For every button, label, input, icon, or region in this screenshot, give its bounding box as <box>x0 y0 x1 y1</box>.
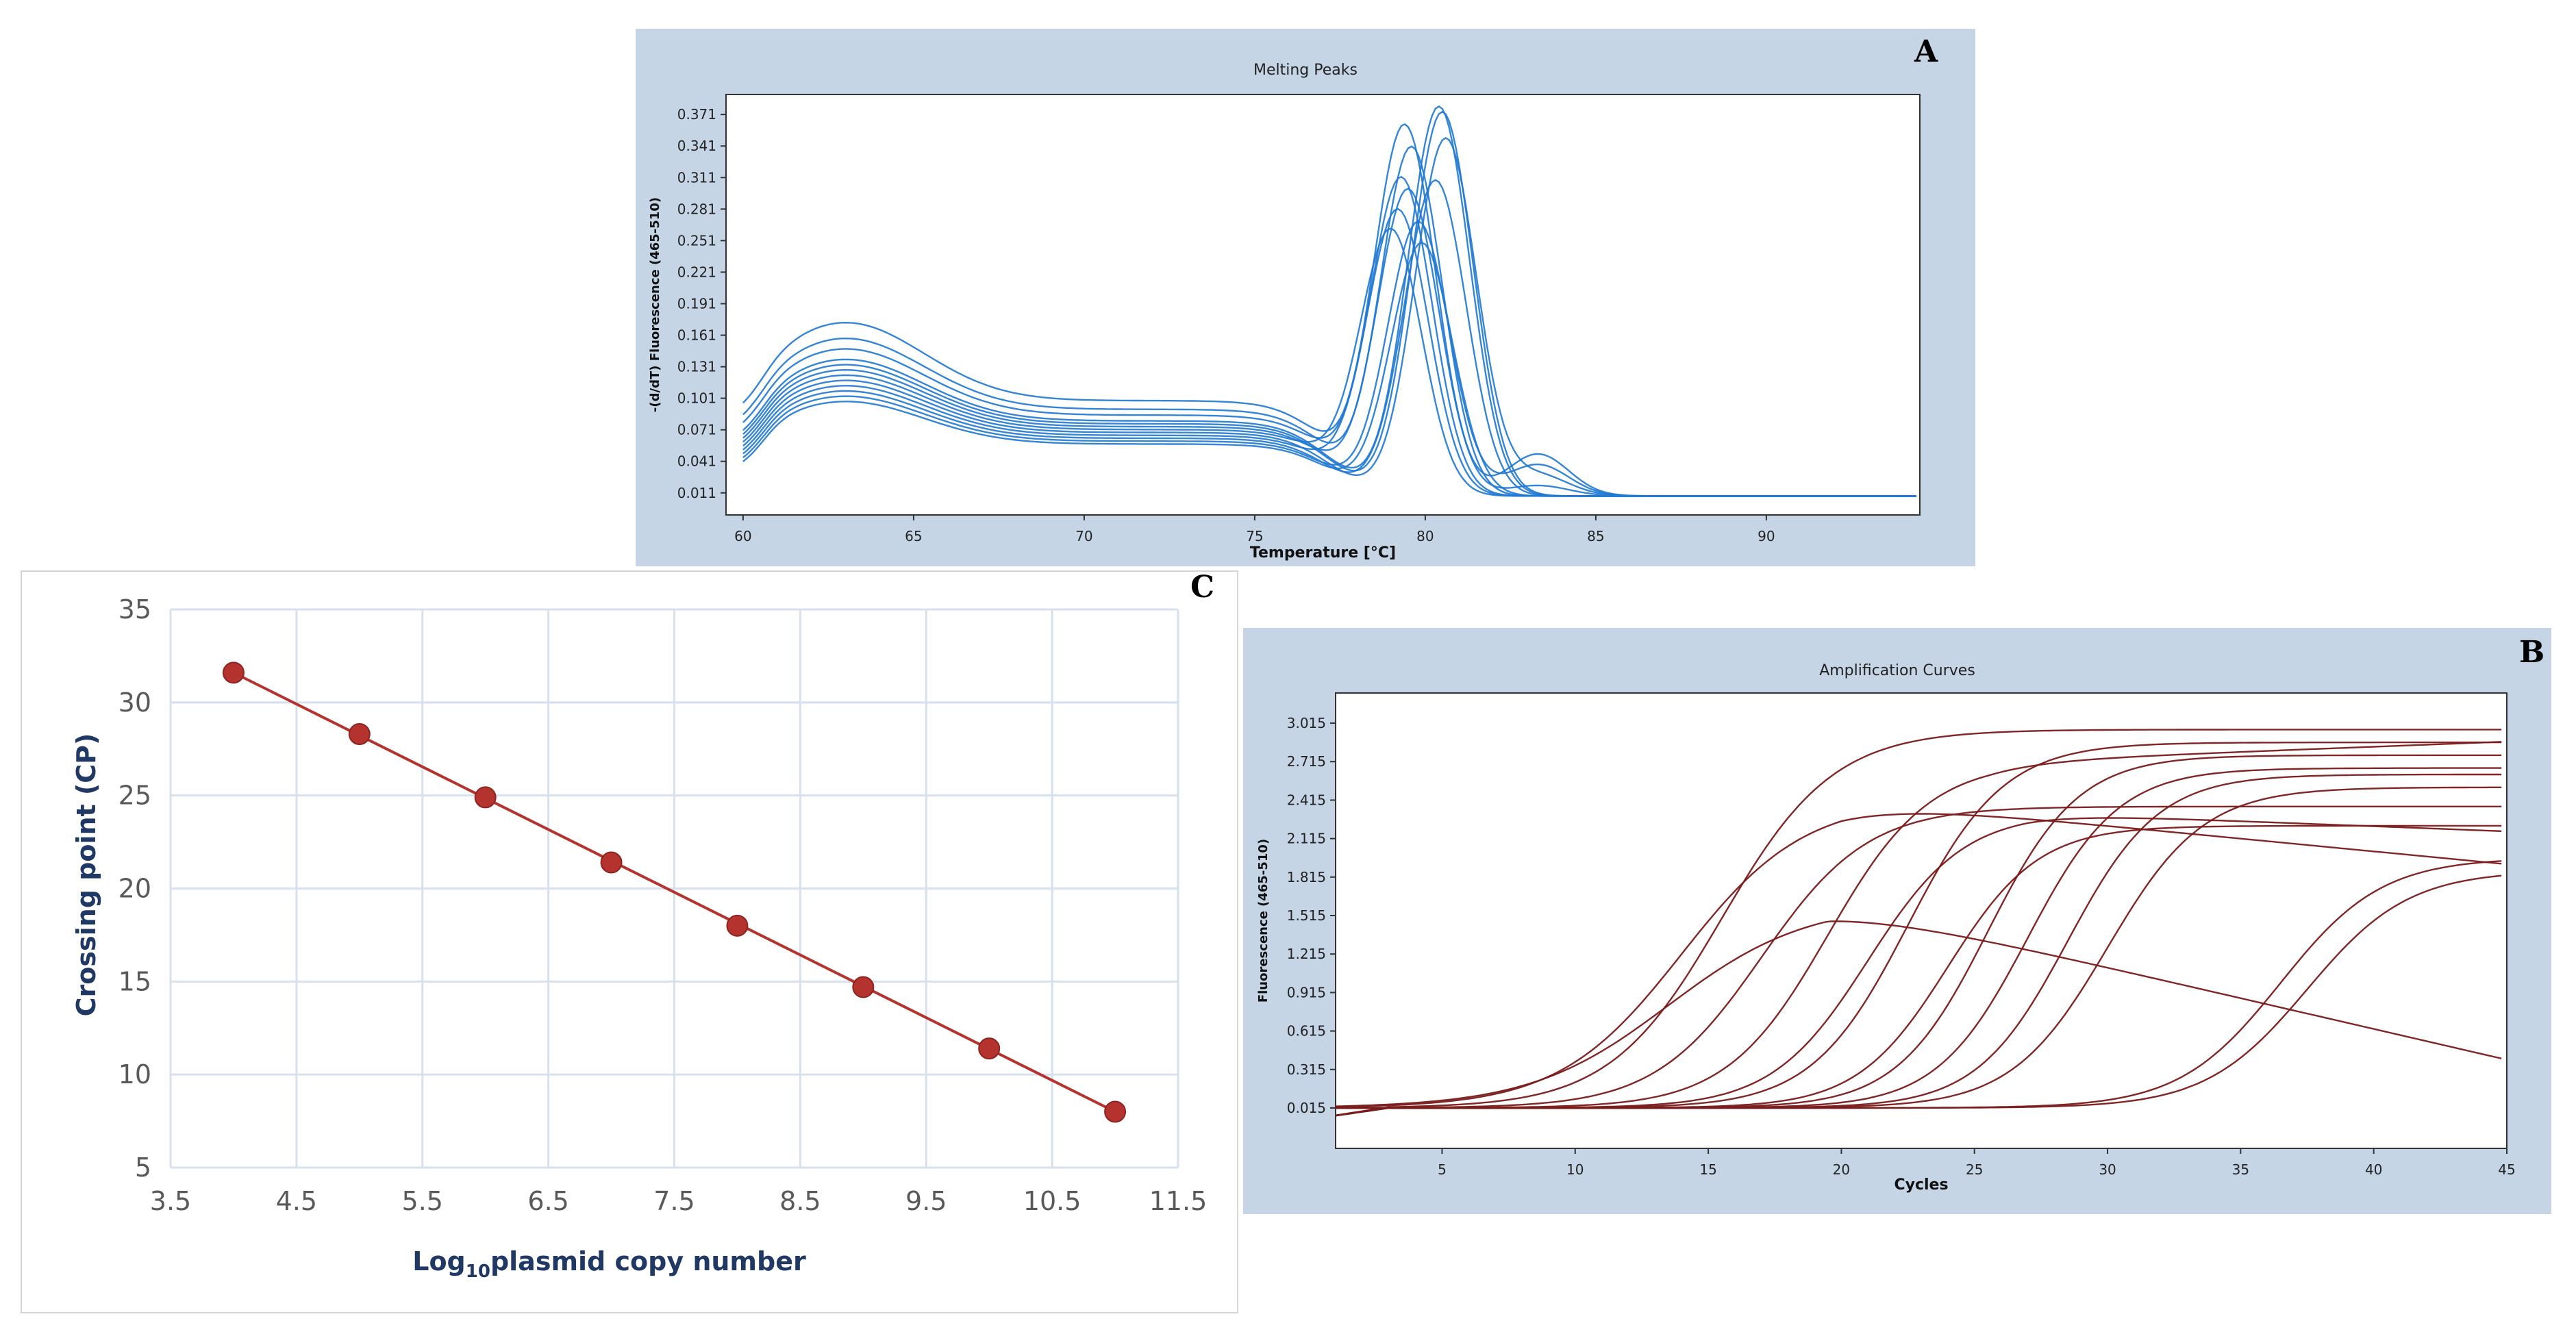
x-tick-label-b: 5 <box>1438 1161 1447 1178</box>
data-point-6 <box>852 976 875 998</box>
x-tick-label-b: 15 <box>1699 1161 1716 1178</box>
amplification-curves-chart: 5 10 15 20 25 30 35 40 45 0.015 0.315 0.615 0.915 1.2… <box>1256 692 2516 1194</box>
y-tick-label-b: 1.815 <box>1287 869 1326 885</box>
y-tick-label-a: 0.371 <box>677 106 716 123</box>
y-axis-label-a: -(d/dT) Fluorescence (465-510) <box>648 197 662 412</box>
y-tick-label-a: 0.251 <box>677 232 716 249</box>
x-tick-label-c: 10.5 <box>1023 1186 1081 1216</box>
y-tick-label-a: 0.311 <box>677 169 716 186</box>
x-tick-label-c: 5.5 <box>402 1186 443 1216</box>
x-tick-label-b: 40 <box>2365 1161 2382 1178</box>
panel-a: Melting Peaks 60 65 70 75 80 85 90 0.011 0.041 0.… <box>636 29 1975 566</box>
x-tick-label-b: 45 <box>2498 1161 2515 1178</box>
melting-curve-12 <box>742 242 1916 497</box>
amplification-curve-1 <box>1335 729 2502 1116</box>
data-point-7 <box>978 1037 1001 1060</box>
y-tick-label-a: 0.341 <box>677 138 716 154</box>
data-point-5 <box>726 914 749 937</box>
y-tick-label-b: 0.615 <box>1287 1023 1326 1039</box>
plot-area-b <box>1335 692 2508 1149</box>
y-tick-label-b: 0.315 <box>1287 1061 1326 1078</box>
y-tick-label-b: 2.715 <box>1287 753 1326 770</box>
x-tick-label-b: 25 <box>1966 1161 1983 1178</box>
x-tick-label-a: 85 <box>1587 528 1604 544</box>
y-tick-label-a: 0.041 <box>677 453 716 470</box>
x-tick-label-c: 11.5 <box>1149 1186 1208 1216</box>
y-tick-label-c: 5 <box>135 1152 151 1183</box>
x-tick-label-c: 9.5 <box>905 1186 947 1216</box>
panel-c-letter: C <box>1190 570 1215 605</box>
y-tick-label-b: 0.915 <box>1287 984 1326 1000</box>
data-point-3 <box>474 786 497 809</box>
x-tick-label-b: 35 <box>2232 1161 2249 1178</box>
panel-b-letter: B <box>2519 635 2545 670</box>
panel-a-title: Melting Peaks <box>1253 62 1358 79</box>
y-tick-label-a: 0.101 <box>677 390 716 407</box>
x-axis-label-c: Log10plasmid copy number <box>412 1246 806 1282</box>
x-tick-label-a: 70 <box>1075 528 1092 544</box>
x-axis-label-b: Cycles <box>1894 1176 1948 1194</box>
panel-b: Amplification Curves 5 10 15 20 25 30 35 40 45 0.… <box>1243 628 2551 1214</box>
melting-peaks-chart: 60 65 70 75 80 85 90 0.011 0.041 0.071 0.101 0.131 0… <box>648 94 1921 562</box>
y-axis-label-b: Fluorescence (465-510) <box>1256 839 1271 1003</box>
x-tick-label-c: 6.5 <box>527 1186 568 1216</box>
y-tick-label-c: 25 <box>118 781 151 811</box>
y-tick-label-a: 0.161 <box>677 327 716 344</box>
x-tick-label-a: 60 <box>734 528 751 544</box>
x-axis-label-a: Temperature [°C] <box>1250 544 1396 562</box>
x-tick-label-c: 4.5 <box>276 1186 317 1216</box>
x-tick-label-b: 30 <box>2099 1161 2116 1178</box>
x-tick-label-c: 3.5 <box>150 1186 191 1216</box>
y-tick-label-c: 10 <box>118 1059 151 1089</box>
y-tick-label-b: 3.015 <box>1287 715 1326 731</box>
plot-area-a <box>725 94 1921 516</box>
y-tick-label-c: 30 <box>118 688 151 718</box>
panel-a-letter: A <box>1914 34 1938 69</box>
y-tick-label-b: 2.115 <box>1287 831 1326 847</box>
amplification-curve-4 <box>1335 805 2502 1117</box>
x-tick-label-a: 75 <box>1246 528 1263 544</box>
y-axis-label-c: Crossing point (CP) <box>71 733 101 1017</box>
y-tick-label-c: 15 <box>118 966 151 996</box>
x-tick-label-a: 90 <box>1758 528 1775 544</box>
y-tick-label-a: 0.071 <box>677 422 716 438</box>
x-tick-label-c: 8.5 <box>779 1186 821 1216</box>
x-tick-label-c: 7.5 <box>653 1186 695 1216</box>
y-tick-label-a: 0.131 <box>677 359 716 375</box>
y-tick-label-c: 20 <box>118 874 151 904</box>
y-tick-label-a: 0.281 <box>677 201 716 217</box>
data-point-4 <box>600 851 623 874</box>
x-tick-label-a: 80 <box>1416 528 1434 544</box>
amplification-curve-14 <box>1336 874 2502 1109</box>
y-tick-label-a: 0.011 <box>677 485 716 501</box>
y-tick-label-b: 0.015 <box>1287 1100 1326 1116</box>
y-tick-label-b: 1.215 <box>1287 946 1326 962</box>
y-tick-label-a: 0.191 <box>677 295 716 312</box>
trendline-c <box>233 671 1116 1113</box>
panel-c: 3.5 4.5 5.5 6.5 7.5 8.5 9.5 10.5 11.5 5 10 15 20 25 30… <box>21 570 1238 1313</box>
amplification-curve-3 <box>1335 920 2502 1107</box>
x-tick-label-a: 65 <box>905 528 922 544</box>
data-point-8 <box>1104 1100 1127 1123</box>
data-point-2 <box>348 723 371 746</box>
data-point-1 <box>222 661 245 684</box>
panel-b-title: Amplification Curves <box>1819 662 1975 679</box>
standard-curve-chart: 3.5 4.5 5.5 6.5 7.5 8.5 9.5 10.5 11.5 5 10 15 20 25 30… <box>71 594 1208 1282</box>
y-tick-label-b: 1.515 <box>1287 907 1326 924</box>
y-tick-label-c: 35 <box>118 594 151 625</box>
y-tick-label-a: 0.221 <box>677 264 716 280</box>
x-tick-label-b: 10 <box>1566 1161 1584 1178</box>
y-tick-label-b: 2.415 <box>1287 792 1326 808</box>
x-tick-label-b: 20 <box>1833 1161 1850 1178</box>
